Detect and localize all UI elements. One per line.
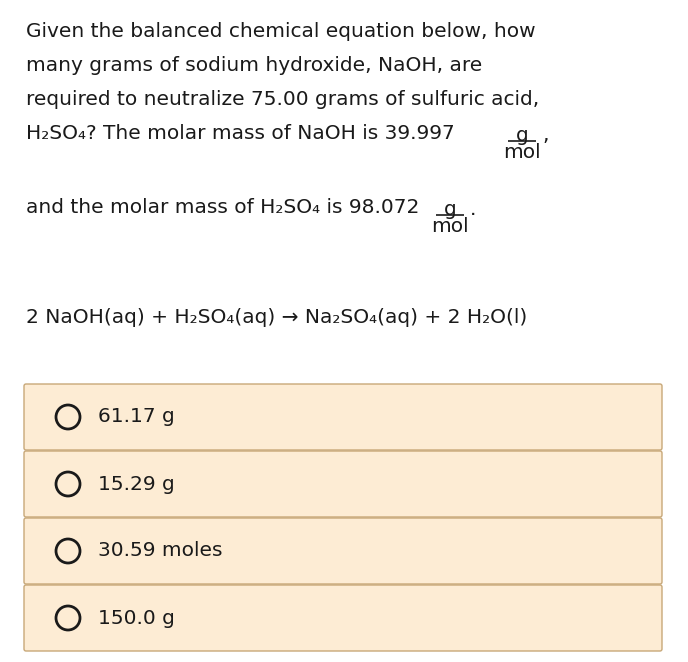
Text: mol: mol (431, 217, 469, 236)
Text: ,: , (542, 126, 548, 145)
FancyBboxPatch shape (24, 384, 662, 450)
Text: and the molar mass of H₂SO₄ is 98.072: and the molar mass of H₂SO₄ is 98.072 (26, 198, 420, 217)
Text: g: g (515, 126, 528, 145)
Text: 15.29 g: 15.29 g (98, 475, 175, 493)
Text: required to neutralize 75.00 grams of sulfuric acid,: required to neutralize 75.00 grams of su… (26, 90, 539, 109)
FancyBboxPatch shape (24, 585, 662, 651)
Text: Given the balanced chemical equation below, how: Given the balanced chemical equation bel… (26, 22, 536, 41)
Text: 30.59 moles: 30.59 moles (98, 542, 222, 561)
Text: 61.17 g: 61.17 g (98, 408, 175, 426)
Text: many grams of sodium hydroxide, NaOH, are: many grams of sodium hydroxide, NaOH, ar… (26, 56, 482, 75)
Text: H₂SO₄? The molar mass of NaOH is 39.997: H₂SO₄? The molar mass of NaOH is 39.997 (26, 124, 455, 143)
Text: 2 NaOH(aq) + H₂SO₄(aq) → Na₂SO₄(aq) + 2 H₂O(l): 2 NaOH(aq) + H₂SO₄(aq) → Na₂SO₄(aq) + 2 … (26, 308, 527, 327)
FancyBboxPatch shape (24, 451, 662, 517)
FancyBboxPatch shape (24, 518, 662, 584)
Text: g: g (444, 200, 456, 219)
Text: mol: mol (503, 143, 541, 162)
Text: .: . (470, 200, 476, 219)
Text: 150.0 g: 150.0 g (98, 608, 175, 628)
